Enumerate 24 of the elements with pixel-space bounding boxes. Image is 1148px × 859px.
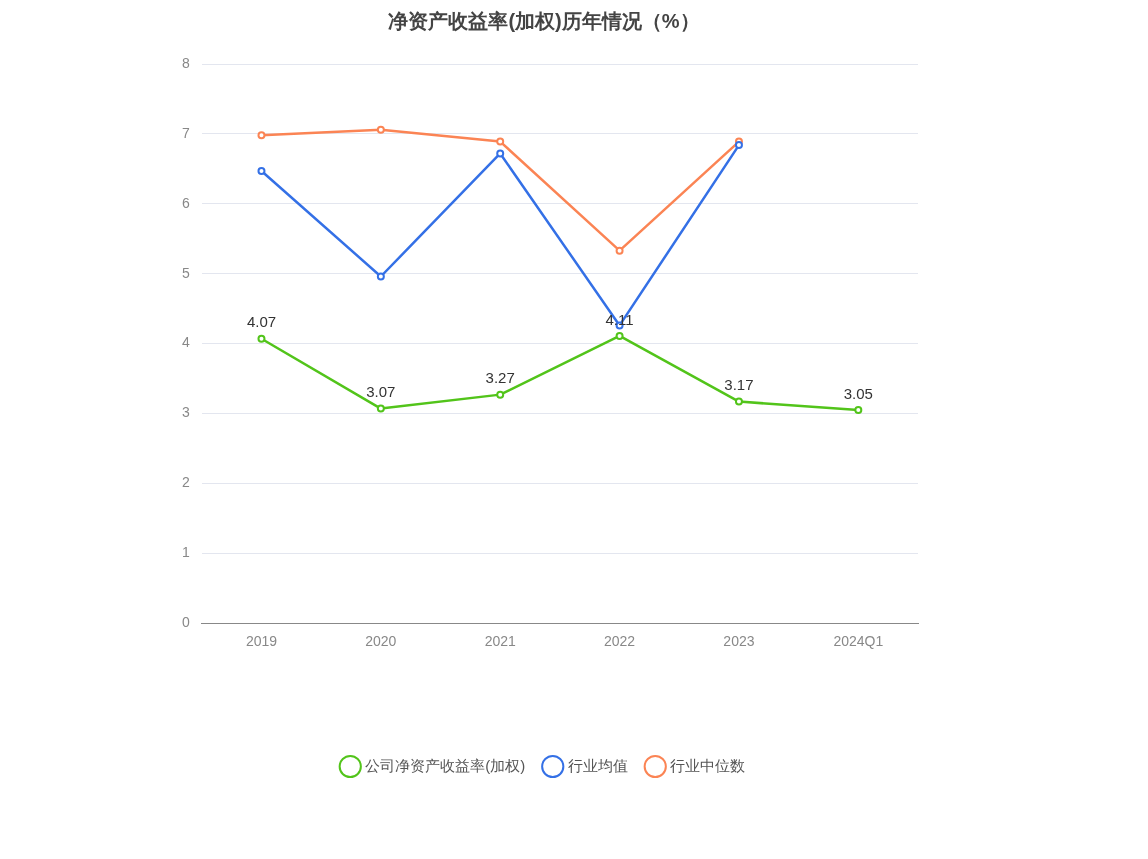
x-tick-label: 2022 <box>604 633 636 650</box>
data-label: 3.07 <box>366 383 396 401</box>
data-label: 3.27 <box>485 369 515 387</box>
x-tick-label: 2024Q1 <box>833 633 884 650</box>
x-tick-label: 2019 <box>245 633 278 650</box>
y-tick-label: 0 <box>181 614 190 631</box>
legend-label: 行业均值 <box>567 756 628 774</box>
legend-label: 行业中位数 <box>670 756 746 774</box>
y-tick-label: 4 <box>181 334 190 351</box>
y-tick-label: 5 <box>181 264 190 281</box>
data-label: 3.05 <box>843 384 873 402</box>
x-tick-label: 2020 <box>365 633 397 650</box>
y-tick-label: 7 <box>181 124 190 141</box>
data-label: 3.17 <box>724 376 754 394</box>
y-tick-label: 1 <box>181 544 190 561</box>
chart-title: 净资产收益率(加权)历年情况（%） <box>388 9 700 32</box>
x-tick-label: 2021 <box>484 633 516 650</box>
y-tick-label: 3 <box>181 404 190 421</box>
y-tick-label: 2 <box>181 474 190 491</box>
x-tick-label: 2023 <box>723 633 755 650</box>
y-tick-label: 8 <box>181 54 190 71</box>
legend-label: 公司净资产收益率(加权) <box>365 756 526 774</box>
data-label: 4.07 <box>246 313 277 331</box>
y-tick-label: 6 <box>181 194 190 211</box>
